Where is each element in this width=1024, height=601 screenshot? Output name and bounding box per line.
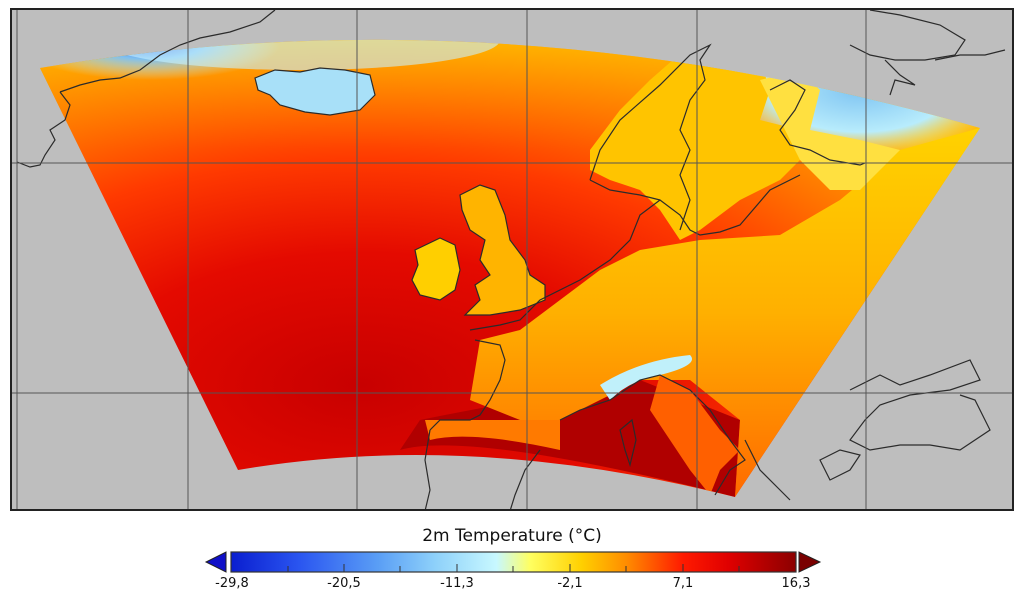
colorbar-under-arrow (204, 551, 227, 573)
colorbar-tick-label: 16,3 (781, 576, 811, 591)
colorbar (204, 551, 822, 573)
colorbar-over-arrow (798, 551, 822, 573)
map-frame-border (10, 8, 1014, 511)
britain-coast (459, 184, 546, 316)
colorbar-tick-label: -11,3 (440, 576, 474, 591)
colorbar-title: 2m Temperature (°C) (422, 526, 602, 546)
colorbar-tick-label: -20,5 (327, 576, 361, 591)
black-sea-coast (849, 359, 991, 451)
corsica-sardinia (619, 418, 637, 468)
colorbar-ticks (287, 564, 740, 572)
gridlines (10, 8, 1014, 511)
temperature-map (10, 8, 1014, 511)
map-panel (10, 8, 1014, 511)
europe-north-coast (469, 174, 801, 331)
greenland-coast (59, 9, 276, 93)
ireland-coast (411, 237, 461, 301)
iceland-coast (254, 67, 376, 116)
coastlines (16, 9, 1006, 511)
france-west-coast (429, 339, 506, 431)
colorbar-tick-label: -29,8 (215, 576, 249, 591)
italy-coast (559, 374, 746, 496)
colorbar-tick-label: 7,1 (672, 576, 694, 591)
colorbar-tick-label: -2,1 (557, 576, 583, 591)
